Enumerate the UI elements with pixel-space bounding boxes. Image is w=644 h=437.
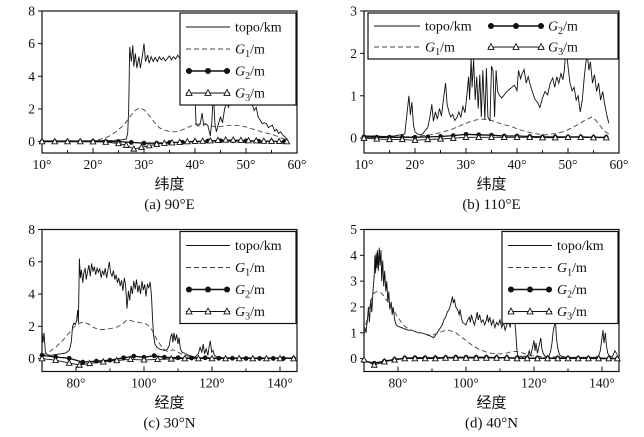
legend-label-G3-m: G3/m — [235, 87, 265, 105]
series-G1-m — [41, 319, 294, 359]
plot-box — [363, 228, 620, 373]
y-tick-label: 8 — [28, 4, 35, 19]
legend-label-G3-m: G3/m — [557, 305, 587, 323]
y-tick-label: 3 — [350, 274, 357, 289]
x-tick-label: 140° — [267, 376, 293, 391]
series-topo-km — [364, 44, 610, 137]
x-axis: 80° 100° 120° 140° — [67, 366, 293, 391]
y-tick-label: 4 — [28, 69, 35, 84]
legend-label-G2-m: G2/m — [557, 283, 587, 301]
series-group — [38, 43, 291, 152]
x-tick-label: 140° — [589, 376, 615, 391]
legend-label-G2-m: G2/m — [235, 65, 265, 83]
y-tick-label: 0 — [350, 131, 357, 146]
y-tick-label: 4 — [350, 248, 357, 263]
legend-box — [367, 12, 619, 60]
x-tick-label: 120° — [521, 376, 547, 391]
y-axis: 0 2 4 6 8 — [28, 4, 42, 149]
x-tick-label: 10° — [355, 157, 374, 172]
x-axis-title: 纬度 — [476, 176, 506, 193]
chart-panel-d: 80° 100° 120° 140° 0 1 2 3 4 5 经度 (d) 40°N topo/km G1… — [350, 222, 621, 432]
legend: topo/km G1/m G2/m G3/m — [179, 12, 297, 106]
x-tick-label: 20° — [406, 157, 425, 172]
panel-caption: (b) 110°E — [462, 197, 520, 213]
x-tick-label: 60° — [288, 157, 307, 172]
chart-panel-b: 10° 20° 30° 40° 50° 60° 0 1 2 3 纬度 (b) 110°E topo/km… — [350, 4, 629, 214]
y-tick-label: 0 — [28, 134, 35, 149]
legend-label-G2-m: G2/m — [548, 20, 578, 38]
x-axis-title: 纬度 — [154, 176, 184, 193]
x-axis-title: 经度 — [476, 395, 506, 412]
x-axis: 10° 20° 30° 40° 50° 60° — [355, 148, 629, 172]
series-G1-m — [42, 107, 287, 142]
x-tick-label: 60° — [610, 157, 629, 172]
legend: topo/km G1/m G2/m G3/m — [179, 230, 297, 325]
x-tick-label: 120° — [199, 376, 225, 391]
chart-panel-a: 10° 20° 30° 40° 50° 60° 0 2 4 6 8 纬度 (a) 90°E topo/km… — [28, 4, 307, 214]
x-tick-label: 40° — [186, 157, 205, 172]
legend: topo/km G1/m G2/m G3/m — [501, 230, 619, 325]
legend-label-topo-km: topo/km — [557, 239, 604, 254]
series-group — [360, 44, 610, 143]
x-tick-label: 10° — [33, 157, 52, 172]
y-tick-label: 0 — [350, 351, 357, 366]
series-group — [360, 247, 621, 368]
y-tick-label: 4 — [28, 287, 35, 302]
y-tick-label: 3 — [350, 4, 357, 19]
x-axis: 10° 20° 30° 40° 50° 60° — [33, 148, 307, 172]
series-group — [38, 258, 298, 368]
y-tick-label: 2 — [28, 101, 35, 116]
panel-caption: (a) 90°E — [144, 197, 195, 213]
x-tick-label: 20° — [84, 157, 103, 172]
y-tick-label: 6 — [28, 254, 35, 269]
y-axis: 0 1 2 3 4 5 — [350, 222, 364, 366]
x-tick-label: 30° — [457, 157, 476, 172]
x-tick-label: 80° — [67, 376, 86, 391]
legend-label-G3-m: G3/m — [235, 305, 265, 323]
x-tick-label: 100° — [453, 376, 479, 391]
y-tick-label: 2 — [350, 46, 357, 61]
y-tick-label: 2 — [28, 319, 35, 334]
y-tick-label: 6 — [28, 36, 35, 51]
series-topo-km — [363, 247, 618, 358]
x-axis-title: 经度 — [154, 395, 184, 412]
legend: topo/km G2/m G1/m G3/m — [367, 12, 619, 60]
y-tick-label: 2 — [350, 299, 357, 314]
legend-label-G1-m: G1/m — [235, 43, 265, 61]
x-tick-label: 50° — [559, 157, 578, 172]
legend-box — [179, 230, 297, 325]
x-tick-label: 80° — [389, 376, 408, 391]
legend-label-topo-km: topo/km — [235, 21, 282, 36]
y-tick-label: 5 — [350, 222, 357, 237]
legend-box — [501, 230, 619, 325]
y-axis: 0 2 4 6 8 — [28, 222, 42, 366]
legend-label-G1-m: G1/m — [235, 261, 265, 279]
y-axis: 0 1 2 3 — [350, 4, 364, 146]
legend-label-G3-m: G3/m — [548, 41, 578, 59]
legend-label-G1-m: G1/m — [557, 261, 587, 279]
panel-caption: (c) 30°N — [143, 416, 195, 432]
plot-box — [41, 228, 298, 373]
y-tick-label: 0 — [28, 351, 35, 366]
legend-box — [179, 12, 297, 106]
legend-label-topo-km: topo/km — [425, 20, 472, 35]
panel-caption: (d) 40°N — [465, 416, 518, 432]
y-tick-label: 8 — [28, 222, 35, 237]
y-tick-label: 1 — [350, 88, 357, 103]
legend-label-topo-km: topo/km — [235, 239, 282, 254]
legend-label-G1-m: G1/m — [425, 41, 455, 59]
series-topo-km — [41, 258, 296, 359]
x-tick-label: 50° — [237, 157, 256, 172]
y-tick-label: 1 — [350, 325, 357, 340]
x-axis: 80° 100° 120° 140° — [389, 366, 615, 391]
x-tick-label: 30° — [135, 157, 154, 172]
series-G1-m — [363, 291, 618, 359]
chart-panel-c: 80° 100° 120° 140° 0 2 4 6 8 经度 (c) 30°N topo/km G1/… — [28, 222, 298, 432]
x-tick-label: 100° — [131, 376, 157, 391]
x-tick-label: 40° — [508, 157, 527, 172]
series-G1-m — [364, 116, 610, 138]
legend-label-G2-m: G2/m — [235, 283, 265, 301]
